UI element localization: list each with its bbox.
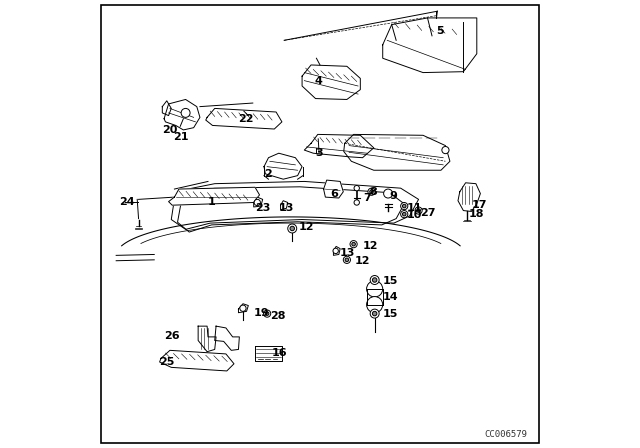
Text: 26: 26: [164, 331, 180, 341]
Text: 9: 9: [389, 191, 397, 201]
Circle shape: [266, 312, 269, 315]
Text: 2: 2: [264, 169, 272, 179]
Circle shape: [352, 242, 355, 246]
Text: 28: 28: [270, 311, 285, 321]
Circle shape: [401, 211, 408, 218]
Text: 4: 4: [315, 76, 323, 86]
Text: 13: 13: [279, 203, 294, 213]
Text: 17: 17: [472, 200, 487, 210]
Polygon shape: [367, 289, 383, 305]
Text: 15: 15: [383, 276, 399, 286]
Circle shape: [350, 241, 357, 248]
Text: 15: 15: [383, 310, 399, 319]
Polygon shape: [305, 134, 374, 158]
Text: 24: 24: [119, 198, 135, 207]
Circle shape: [372, 278, 377, 282]
Text: 6: 6: [330, 189, 338, 198]
Text: 23: 23: [255, 203, 271, 213]
Polygon shape: [458, 183, 481, 211]
Text: 20: 20: [163, 125, 178, 135]
Text: 12: 12: [355, 256, 371, 266]
Polygon shape: [383, 18, 477, 73]
Text: 27: 27: [420, 208, 436, 218]
Polygon shape: [164, 99, 200, 130]
Circle shape: [254, 199, 260, 206]
Text: 5: 5: [436, 26, 444, 36]
Polygon shape: [215, 326, 239, 350]
Circle shape: [401, 202, 408, 210]
Circle shape: [442, 146, 449, 154]
Text: 16: 16: [272, 348, 288, 358]
Polygon shape: [163, 101, 172, 116]
Circle shape: [403, 212, 406, 216]
Circle shape: [333, 248, 339, 254]
Circle shape: [370, 309, 379, 318]
Text: 12: 12: [299, 222, 314, 232]
Text: 25: 25: [159, 357, 174, 367]
Text: 3: 3: [316, 148, 323, 158]
Text: CC006579: CC006579: [484, 430, 527, 439]
Polygon shape: [324, 180, 343, 198]
Circle shape: [372, 311, 377, 316]
Text: 8: 8: [370, 187, 378, 197]
Text: 13: 13: [340, 248, 356, 258]
Circle shape: [417, 209, 420, 212]
Polygon shape: [172, 181, 419, 229]
Circle shape: [240, 305, 246, 311]
Circle shape: [383, 189, 392, 198]
Circle shape: [370, 190, 373, 194]
Polygon shape: [264, 153, 302, 179]
Polygon shape: [280, 201, 288, 210]
Circle shape: [367, 297, 383, 313]
Text: 22: 22: [239, 114, 254, 124]
Polygon shape: [159, 350, 234, 371]
Polygon shape: [253, 197, 262, 207]
Circle shape: [343, 256, 351, 263]
Polygon shape: [168, 187, 260, 205]
Polygon shape: [198, 326, 216, 352]
Circle shape: [290, 226, 294, 231]
Text: 1: 1: [208, 198, 216, 207]
Circle shape: [345, 258, 349, 262]
Polygon shape: [255, 346, 282, 361]
Circle shape: [415, 207, 422, 214]
Text: 12: 12: [362, 241, 378, 251]
Text: 21: 21: [173, 132, 189, 142]
Polygon shape: [333, 246, 340, 255]
Circle shape: [370, 276, 379, 284]
Circle shape: [264, 310, 271, 317]
Polygon shape: [344, 134, 450, 170]
Circle shape: [367, 281, 383, 297]
Polygon shape: [302, 65, 360, 99]
Circle shape: [354, 200, 360, 205]
Text: 10: 10: [406, 210, 422, 220]
Polygon shape: [177, 187, 404, 232]
Circle shape: [354, 185, 360, 191]
Circle shape: [288, 224, 297, 233]
Text: 14: 14: [383, 292, 399, 302]
Text: 18: 18: [468, 209, 484, 219]
Circle shape: [403, 204, 406, 208]
Polygon shape: [239, 304, 248, 313]
Text: 7: 7: [364, 193, 371, 203]
Text: 11: 11: [406, 203, 422, 213]
Text: 19: 19: [253, 308, 269, 318]
Polygon shape: [206, 108, 282, 129]
Circle shape: [181, 108, 190, 117]
Circle shape: [368, 188, 375, 195]
